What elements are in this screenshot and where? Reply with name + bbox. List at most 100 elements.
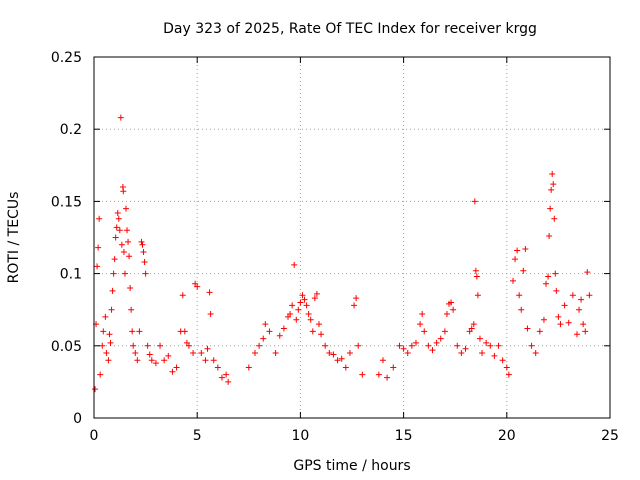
data-point [140, 248, 147, 255]
data-point [417, 321, 424, 328]
data-point [580, 321, 587, 328]
data-point [582, 328, 589, 335]
data-point [390, 364, 397, 371]
x-tick-label: 20 [498, 428, 516, 444]
data-point [194, 283, 201, 290]
data-point [280, 325, 287, 332]
data-point [549, 170, 556, 177]
data-point [547, 205, 554, 212]
data-point [122, 205, 129, 212]
y-tick-label: 0.05 [51, 339, 82, 355]
data-point [342, 364, 349, 371]
data-point [584, 269, 591, 276]
data-point [111, 256, 118, 263]
data-point [116, 227, 123, 234]
data-point [126, 253, 133, 260]
data-point [125, 238, 132, 245]
data-point [514, 247, 521, 254]
data-point [152, 360, 159, 367]
data-point [114, 209, 121, 216]
data-point [520, 267, 527, 274]
data-point [528, 342, 535, 349]
data-point [471, 198, 478, 205]
data-point [204, 345, 211, 352]
data-point [573, 331, 580, 338]
data-point [551, 215, 558, 222]
data-point [218, 374, 225, 381]
data-point [322, 342, 329, 349]
data-point [441, 328, 448, 335]
data-point [113, 224, 120, 231]
data-point [522, 246, 529, 253]
data-point [130, 342, 137, 349]
data-point [473, 273, 480, 280]
data-point [142, 270, 149, 277]
data-point [124, 227, 131, 234]
chart-title: Day 323 of 2025, Rate Of TEC Index for r… [163, 21, 537, 37]
x-tick-label: 15 [395, 428, 413, 444]
data-point [543, 280, 550, 287]
data-point [503, 364, 510, 371]
data-point [334, 357, 341, 364]
data-point [157, 342, 164, 349]
data-point [458, 350, 465, 357]
data-point [262, 321, 269, 328]
data-point [103, 350, 110, 357]
data-point [512, 256, 519, 263]
data-point [272, 350, 279, 357]
x-tick-label: 25 [601, 428, 619, 444]
data-point [557, 321, 564, 328]
data-point [311, 295, 318, 302]
data-point [108, 306, 115, 313]
data-point [509, 277, 516, 284]
data-point [214, 364, 221, 371]
data-point [536, 328, 543, 335]
data-point [359, 371, 366, 378]
data-point [338, 355, 345, 362]
data-point [181, 328, 188, 335]
data-point [404, 350, 411, 357]
data-point [470, 321, 477, 328]
x-axis-label: GPS time / hours [293, 458, 410, 474]
data-point [141, 259, 148, 266]
data-point [120, 248, 127, 255]
data-point [315, 321, 322, 328]
data-point [474, 292, 481, 299]
data-point [106, 331, 113, 338]
data-point [118, 241, 125, 248]
data-point [448, 299, 455, 306]
data-point [516, 292, 523, 299]
data-point [408, 342, 415, 349]
data-point [190, 350, 197, 357]
data-point [293, 316, 300, 323]
y-tick-label: 0.15 [51, 194, 82, 210]
data-point [109, 287, 116, 294]
data-point [425, 342, 432, 349]
data-point [144, 342, 151, 349]
y-axis-label: ROTI / TECUs [6, 192, 22, 284]
data-point [412, 339, 419, 346]
x-tick-label: 0 [90, 428, 99, 444]
data-point [127, 285, 134, 292]
data-point [375, 371, 382, 378]
data-point [245, 364, 252, 371]
data-point [499, 357, 506, 364]
data-point [210, 357, 217, 364]
data-point [121, 270, 128, 277]
y-tick-label: 0.25 [51, 50, 82, 66]
x-tick-label: 5 [193, 428, 202, 444]
data-point [185, 342, 192, 349]
data-point [225, 378, 232, 385]
data-point [107, 339, 114, 346]
data-point [198, 350, 205, 357]
data-point [94, 263, 101, 270]
data-point [276, 332, 283, 339]
data-point [132, 350, 139, 357]
data-point [552, 270, 559, 277]
data-point [462, 345, 469, 352]
data-point [138, 238, 145, 245]
data-point [505, 371, 512, 378]
axis-ticks: 0 5 10 15 20 25 0 0.05 0.1 0.15 0.2 0.25 [51, 50, 619, 444]
data-point [291, 261, 298, 268]
data-point [165, 352, 172, 359]
